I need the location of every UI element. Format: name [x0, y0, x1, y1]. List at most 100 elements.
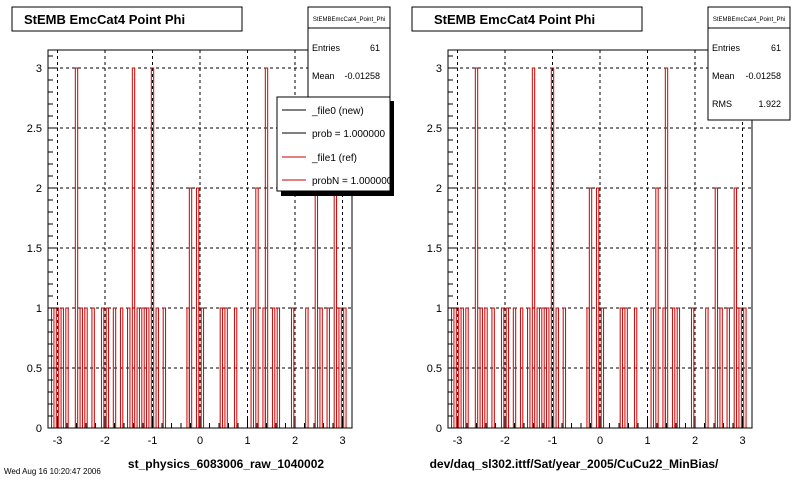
x-tick-label: 3	[739, 435, 745, 447]
histogram-bin	[619, 307, 624, 428]
histogram-bin	[595, 187, 600, 428]
histogram-bin	[219, 307, 224, 428]
x-tick-label: -1	[548, 435, 558, 447]
histogram-bin	[84, 307, 88, 428]
x-tick-label: 2	[292, 435, 298, 447]
x-tick-label: 0	[597, 435, 603, 447]
histogram-bin	[271, 307, 276, 428]
histogram-bin	[546, 307, 550, 428]
histogram-bin	[705, 307, 709, 428]
histogram-bin	[141, 307, 145, 428]
histogram-bin	[314, 187, 319, 428]
legend-label-probn: probN = 1.000000	[312, 176, 393, 187]
histogram-bin	[255, 187, 259, 428]
histogram-bin	[250, 307, 254, 428]
stats-box: StEMBEmcCat4_Point_Phi Entries 61 Mean -…	[707, 6, 791, 121]
histogram-bin	[127, 307, 131, 428]
histogram-bin	[65, 307, 69, 428]
histogram-bin	[500, 307, 505, 428]
histogram-bin	[290, 307, 295, 428]
histogram-bin	[650, 307, 654, 428]
chart-title: StEMB EmcCat4 Point Phi	[24, 12, 185, 27]
y-tick-label: 2.5	[427, 123, 442, 135]
histogram-bin	[541, 307, 545, 428]
histogram-bin	[633, 307, 638, 428]
histogram-bin	[479, 307, 483, 428]
histogram-bin	[527, 307, 531, 428]
stats-rms-label: RMS	[712, 99, 732, 109]
y-axis: 0 0.5 1 1.5 2 2.5 3	[27, 55, 58, 435]
histogram-bin	[484, 307, 488, 428]
y-tick-label: 1	[36, 303, 42, 315]
y-tick-label: 2	[436, 183, 442, 195]
x-axis-label: st_physics_6083006_raw_1040002	[128, 457, 324, 471]
x-axis: -3 -2 -1 0 1 2 3	[447, 418, 753, 447]
x-tick-label: 3	[339, 435, 345, 447]
histogram-bin	[224, 307, 228, 428]
histogram-bin	[326, 307, 330, 428]
panel-right: StEMB EmcCat4 Point Phi -3 -2 -1 0 1 2 3 0 0.5 1…	[411, 6, 791, 471]
histogram-bin	[79, 307, 83, 428]
stats-entries-value: 61	[370, 43, 380, 53]
histogram-bin	[305, 307, 309, 428]
legend-label-new: _file0 (new)	[311, 106, 364, 117]
histogram-bin	[714, 187, 719, 428]
y-tick-label: 1	[436, 303, 442, 315]
y-axis: 0 0.5 1 1.5 2 2.5 3	[427, 55, 458, 435]
histogram-bin	[343, 307, 347, 428]
histogram-bin	[100, 307, 105, 428]
grid	[448, 50, 752, 428]
histogram-bin	[264, 67, 269, 428]
x-tick-label: 2	[692, 435, 698, 447]
y-tick-label: 3	[36, 63, 42, 75]
histogram-bin	[719, 307, 723, 428]
histogram-bin	[664, 67, 669, 428]
histogram-bin	[119, 307, 124, 428]
histogram-bin	[738, 307, 742, 428]
stats-mean-label: Mean	[712, 71, 735, 81]
histogram-bin	[195, 187, 200, 428]
histogram-bin	[136, 307, 140, 428]
histogram-bin	[91, 307, 95, 428]
stats-entries-value: 61	[771, 43, 781, 53]
histogram-bin	[150, 67, 155, 428]
histogram-bin	[531, 67, 536, 428]
histogram-bin	[671, 307, 676, 428]
histogram-bin	[460, 307, 464, 428]
x-tick-label: 1	[244, 435, 250, 447]
x-tick-label: -2	[100, 435, 110, 447]
y-tick-label: 0	[36, 423, 42, 435]
histogram-bin	[550, 67, 555, 428]
histogram-bin	[555, 307, 559, 428]
stats-mean-label: Mean	[312, 71, 335, 81]
histogram-bin	[588, 187, 593, 428]
histogram-bin	[600, 307, 605, 428]
y-tick-label: 0.5	[427, 363, 442, 375]
stats-box: StEMBEmcCat4_Point_Phi Entries 61 Mean -…	[307, 6, 391, 100]
histogram-bin	[105, 307, 110, 428]
panel-left: StEMB EmcCat4 Point Phi -3 -2 -1 0 1 2 3 0 0.5 1…	[11, 6, 394, 471]
y-tick-label: 1.5	[27, 243, 42, 255]
x-axis-label: dev/daq_sl302.ittf/Sat/year_2005/CuCu22_…	[430, 457, 719, 471]
stats-name: StEMBEmcCat4_Point_Phi	[313, 17, 385, 23]
stats-name: StEMBEmcCat4_Point_Phi	[713, 17, 785, 23]
stats-entries-label: Entries	[312, 43, 341, 53]
legend: _file0 (new) prob = 1.000000 _file1 (ref…	[276, 96, 394, 196]
histogram-bin	[131, 67, 136, 428]
histogram-bin	[162, 307, 167, 428]
histogram-bin	[536, 307, 540, 428]
histogram-bin	[491, 307, 495, 428]
histogram-bin	[624, 307, 628, 428]
stats-mean-value: -0.01258	[344, 71, 380, 81]
histogram-bin	[676, 307, 681, 428]
histogram-bin	[655, 187, 659, 428]
y-tick-label: 2	[36, 183, 42, 195]
histogram-bin	[512, 307, 517, 428]
histogram-bin	[74, 67, 79, 428]
stats-mean-value: -0.01258	[745, 71, 781, 81]
footer-timestamp: Wed Aug 16 10:20:47 2006	[4, 467, 101, 476]
histogram-bin	[338, 307, 342, 428]
x-tick-label: -3	[453, 435, 463, 447]
x-tick-label: 0	[197, 435, 203, 447]
